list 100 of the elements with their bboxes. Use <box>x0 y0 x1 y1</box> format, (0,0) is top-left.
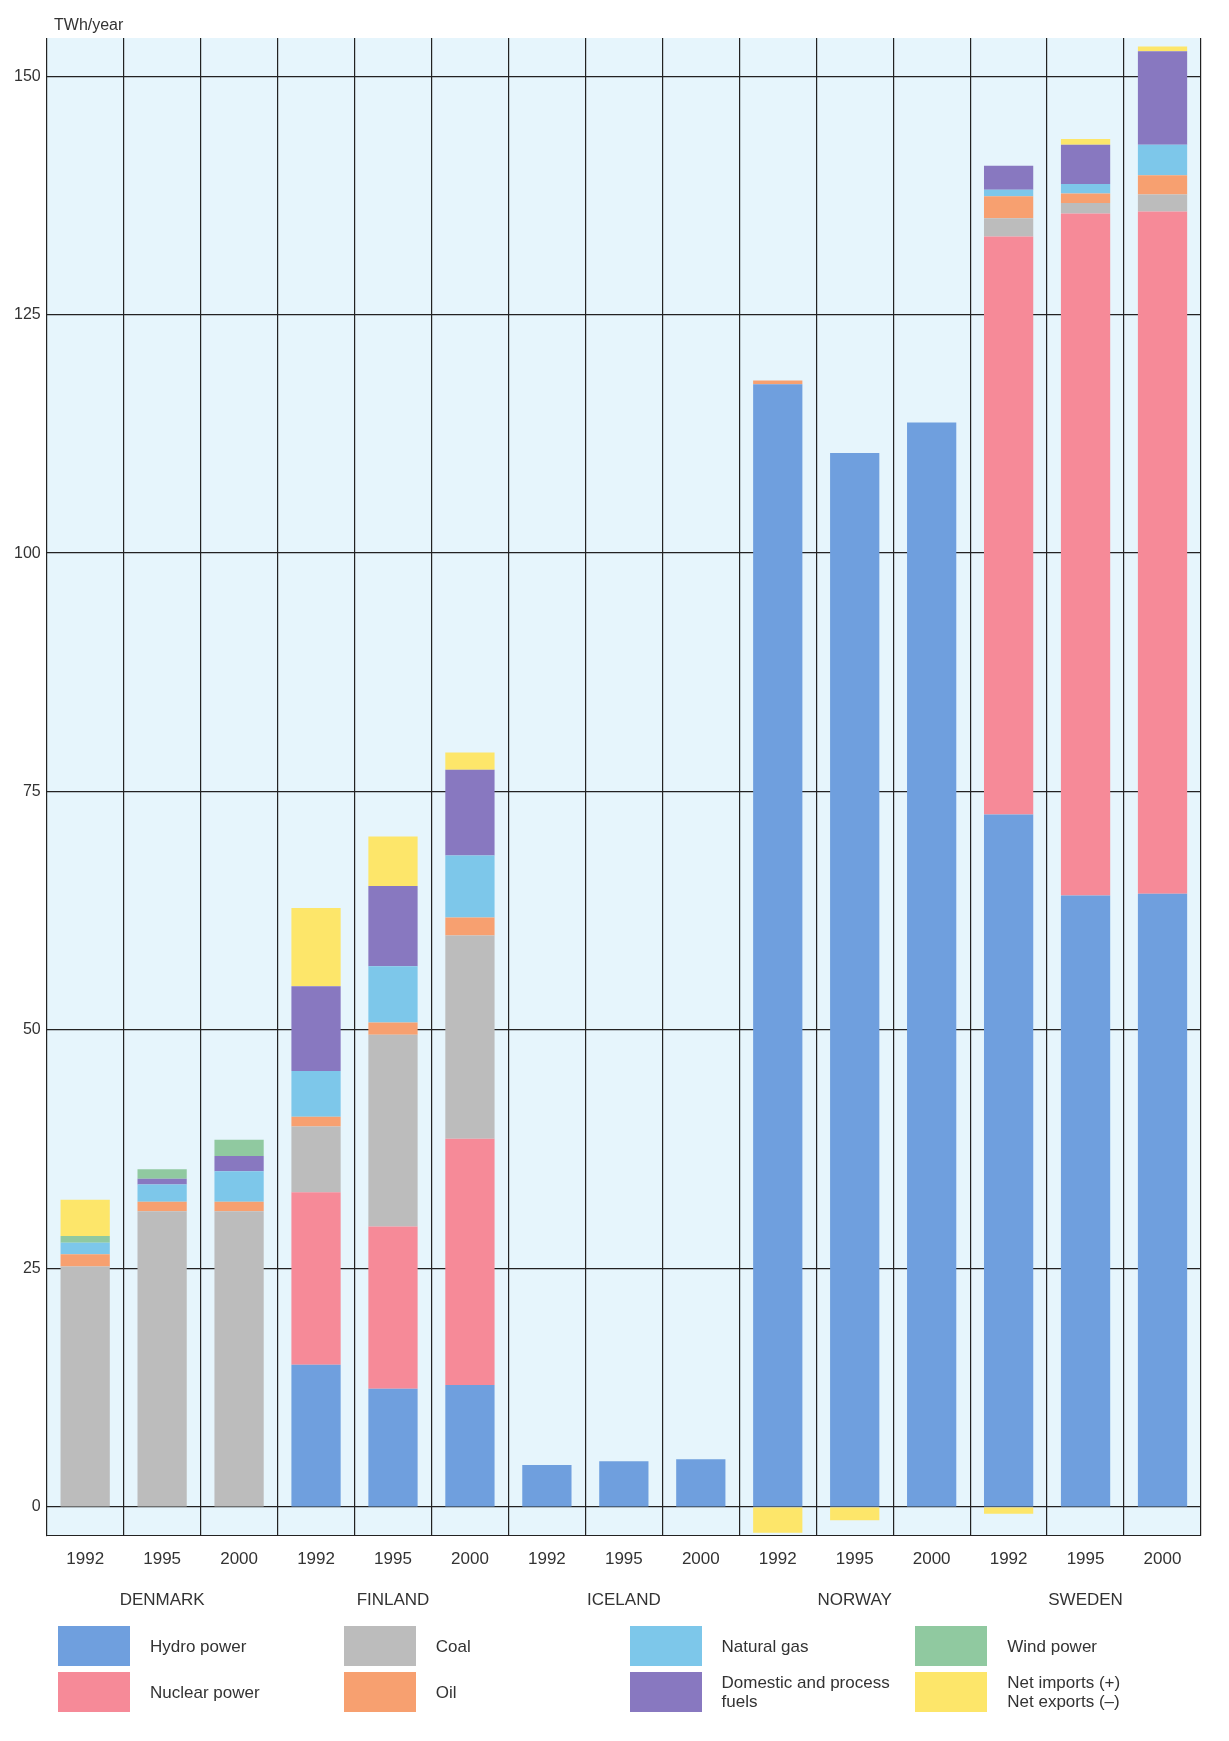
text: SWEDEN <box>1048 1590 1123 1610</box>
legend-label: Oil <box>435 1682 457 1702</box>
legend-label: Wind power <box>1007 1636 1098 1656</box>
legend-label: Hydro power <box>150 1636 247 1656</box>
y-tick-label: 125 <box>13 305 41 323</box>
y-tick-label: 0 <box>31 1497 41 1515</box>
bar <box>214 1139 264 1156</box>
x-tick-label: 1995 <box>1066 1549 1105 1569</box>
bar <box>60 1242 110 1255</box>
bar <box>60 1266 110 1507</box>
bar <box>1060 183 1111 194</box>
bar <box>368 1388 418 1507</box>
bar <box>368 1022 418 1035</box>
bar <box>1137 51 1188 145</box>
x-tick-label: 2000 <box>220 1549 258 1569</box>
bar <box>368 1034 418 1227</box>
bar <box>1060 895 1111 1507</box>
y-tick-label: 50 <box>22 1020 41 1038</box>
x-tick-label: 1992 <box>758 1549 797 1569</box>
bar <box>753 384 803 1507</box>
bar <box>753 380 803 385</box>
bar <box>983 196 1034 219</box>
x-tick-label: 2000 <box>912 1549 951 1569</box>
y-tick-label: 100 <box>13 543 41 561</box>
x-tick-label: 1995 <box>143 1549 182 1569</box>
bar <box>1137 175 1188 195</box>
bar <box>368 836 418 886</box>
x-tick-label: 2000 <box>681 1549 720 1569</box>
bar <box>983 165 1034 190</box>
x-tick-label: 1992 <box>989 1549 1028 1569</box>
bar <box>522 1465 572 1507</box>
x-tick-label: 2000 <box>451 1549 489 1569</box>
bar <box>1137 144 1188 176</box>
bar <box>445 1384 495 1507</box>
legend-label: Nuclear power <box>150 1682 260 1702</box>
y-axis-title: TWh/year <box>54 16 124 34</box>
bar <box>983 814 1034 1507</box>
bar <box>445 935 495 1139</box>
legend-label: Natural gas <box>721 1636 809 1656</box>
legend-label: Net imports (+) Net exports (–) <box>1007 1673 1121 1711</box>
x-tick-label: 1995 <box>835 1549 874 1569</box>
bar <box>214 1211 264 1507</box>
y-tick-label: 25 <box>22 1258 41 1276</box>
bar <box>753 1507 803 1533</box>
bar <box>907 422 957 1507</box>
bar <box>291 1192 341 1365</box>
bar <box>137 1184 187 1202</box>
bar <box>60 1199 110 1237</box>
legend-label: Coal <box>435 1636 471 1656</box>
bar <box>137 1201 187 1212</box>
bar <box>830 1507 880 1521</box>
bar <box>983 1507 1034 1514</box>
bar <box>1137 211 1188 894</box>
bar <box>445 769 495 856</box>
text: NORWAY <box>817 1590 892 1610</box>
bar <box>137 1211 187 1507</box>
bar <box>368 1226 418 1389</box>
bar <box>445 1138 495 1385</box>
bar <box>1137 893 1188 1507</box>
x-tick-label: 1992 <box>297 1549 335 1569</box>
bar <box>137 1169 187 1179</box>
y-tick-label: 150 <box>13 66 41 84</box>
x-tick-label: 1992 <box>527 1549 566 1569</box>
bar <box>676 1459 726 1507</box>
bar <box>214 1171 264 1202</box>
bar <box>1137 194 1188 212</box>
bar <box>291 1126 341 1193</box>
text: ICELAND <box>587 1590 661 1610</box>
bar <box>368 886 418 967</box>
bar <box>983 218 1034 237</box>
bar <box>445 855 495 918</box>
x-tick-label: 1995 <box>604 1549 643 1569</box>
text: FINLAND <box>356 1590 430 1610</box>
bar <box>214 1155 264 1172</box>
bar <box>1060 203 1111 214</box>
bar <box>291 1116 341 1127</box>
bar <box>60 1254 110 1267</box>
bar <box>1060 193 1111 204</box>
x-tick-label: 2000 <box>1143 1549 1182 1569</box>
bar <box>599 1461 649 1507</box>
bar <box>830 452 880 1507</box>
bar <box>1060 144 1111 184</box>
bar <box>368 966 418 1023</box>
x-tick-label: 1995 <box>374 1549 412 1569</box>
bar <box>445 752 495 770</box>
bar <box>291 986 341 1072</box>
text: DENMARK <box>119 1590 206 1610</box>
bar <box>983 236 1034 815</box>
bar <box>291 1364 341 1507</box>
y-tick-label: 75 <box>22 781 41 799</box>
legend-label: Domestic and process fuels <box>721 1673 891 1711</box>
x-tick-label: 1992 <box>66 1549 105 1569</box>
bar <box>445 917 495 936</box>
bar <box>214 1201 264 1212</box>
bar <box>1060 139 1111 145</box>
bar <box>137 1178 187 1185</box>
bar <box>291 1071 341 1117</box>
bar <box>291 907 341 987</box>
bar <box>1060 213 1111 896</box>
bar <box>60 1236 110 1243</box>
